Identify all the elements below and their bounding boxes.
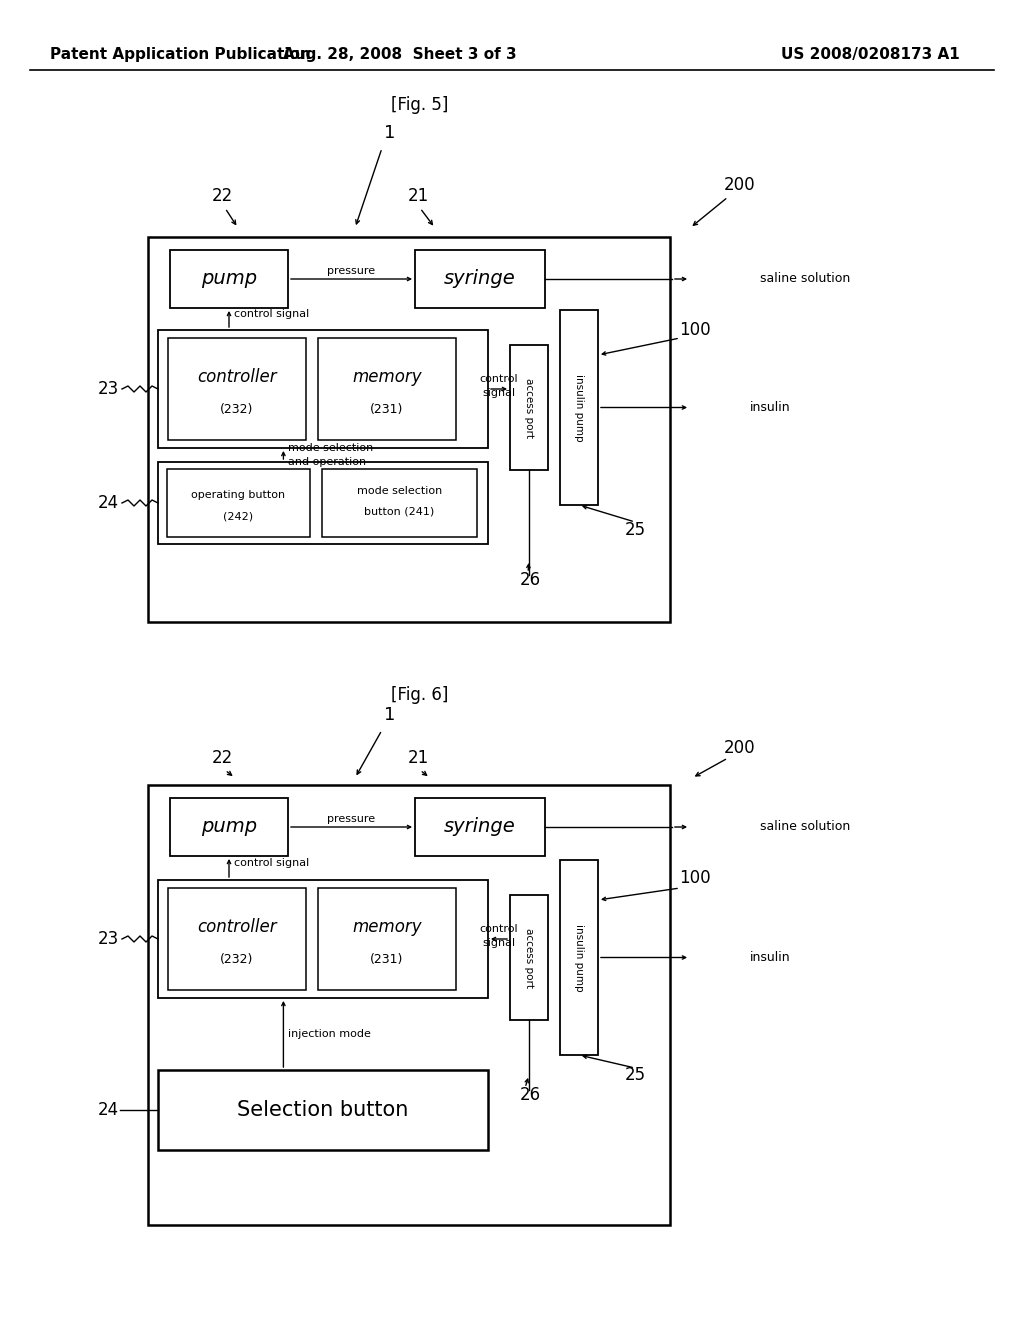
Text: saline solution: saline solution bbox=[760, 821, 850, 833]
Bar bbox=[170, 249, 288, 308]
Text: memory: memory bbox=[352, 368, 422, 385]
Text: 23: 23 bbox=[97, 931, 119, 948]
Text: control signal: control signal bbox=[234, 309, 309, 319]
Text: pump: pump bbox=[201, 269, 257, 289]
Bar bbox=[322, 469, 477, 537]
Text: control: control bbox=[479, 374, 518, 384]
Text: 1: 1 bbox=[384, 124, 395, 143]
Bar bbox=[560, 861, 598, 1055]
Bar bbox=[158, 880, 488, 998]
Text: 22: 22 bbox=[211, 748, 232, 767]
Text: 21: 21 bbox=[408, 187, 429, 205]
Bar bbox=[168, 338, 306, 440]
Text: access port: access port bbox=[524, 928, 534, 987]
Bar bbox=[158, 330, 488, 447]
Text: saline solution: saline solution bbox=[760, 272, 850, 285]
Text: control signal: control signal bbox=[234, 858, 309, 869]
Text: 24: 24 bbox=[97, 1101, 119, 1119]
Text: (231): (231) bbox=[371, 953, 403, 966]
Bar bbox=[170, 799, 288, 855]
Text: operating button: operating button bbox=[191, 490, 286, 500]
Text: insulin pump: insulin pump bbox=[574, 924, 584, 991]
Text: insulin: insulin bbox=[750, 950, 791, 964]
Text: pump: pump bbox=[201, 817, 257, 837]
Text: 25: 25 bbox=[625, 1067, 645, 1084]
Text: control: control bbox=[479, 924, 518, 935]
Text: pressure: pressure bbox=[328, 267, 376, 276]
Text: 26: 26 bbox=[519, 572, 541, 589]
Bar bbox=[158, 1071, 488, 1150]
Text: signal: signal bbox=[482, 388, 515, 399]
Text: 100: 100 bbox=[679, 869, 711, 887]
Text: Patent Application Publication: Patent Application Publication bbox=[50, 48, 310, 62]
Text: access port: access port bbox=[524, 378, 534, 437]
Text: 25: 25 bbox=[625, 521, 645, 539]
Bar bbox=[148, 785, 670, 1225]
Text: mode selection: mode selection bbox=[357, 487, 442, 496]
Text: Aug. 28, 2008  Sheet 3 of 3: Aug. 28, 2008 Sheet 3 of 3 bbox=[284, 48, 517, 62]
Text: [Fig. 5]: [Fig. 5] bbox=[391, 96, 449, 114]
Bar bbox=[148, 238, 670, 622]
Bar bbox=[168, 888, 306, 990]
Text: button (241): button (241) bbox=[365, 506, 434, 516]
Text: syringe: syringe bbox=[444, 269, 516, 289]
Text: mode selection: mode selection bbox=[289, 444, 374, 453]
Bar bbox=[560, 310, 598, 506]
Text: 26: 26 bbox=[519, 1086, 541, 1104]
Text: 100: 100 bbox=[679, 321, 711, 339]
Text: signal: signal bbox=[482, 939, 515, 948]
Text: controller: controller bbox=[198, 368, 276, 385]
Text: insulin pump: insulin pump bbox=[574, 374, 584, 441]
Text: [Fig. 6]: [Fig. 6] bbox=[391, 686, 449, 704]
Text: insulin: insulin bbox=[750, 401, 791, 414]
Text: controller: controller bbox=[198, 917, 276, 936]
Bar bbox=[318, 888, 456, 990]
Bar bbox=[318, 338, 456, 440]
Text: memory: memory bbox=[352, 917, 422, 936]
Text: 22: 22 bbox=[211, 187, 232, 205]
Text: 24: 24 bbox=[97, 494, 119, 512]
Text: (232): (232) bbox=[220, 403, 254, 416]
Text: (232): (232) bbox=[220, 953, 254, 966]
Text: injection mode: injection mode bbox=[289, 1030, 372, 1039]
Text: 200: 200 bbox=[724, 176, 756, 194]
Bar bbox=[510, 345, 548, 470]
Bar bbox=[158, 462, 488, 544]
Text: (242): (242) bbox=[223, 512, 254, 521]
Text: (231): (231) bbox=[371, 403, 403, 416]
Bar bbox=[510, 895, 548, 1020]
Text: 21: 21 bbox=[408, 748, 429, 767]
Text: and operation: and operation bbox=[289, 457, 367, 467]
Bar bbox=[167, 469, 310, 537]
Text: Selection button: Selection button bbox=[238, 1100, 409, 1119]
Bar bbox=[415, 249, 545, 308]
Text: US 2008/0208173 A1: US 2008/0208173 A1 bbox=[780, 48, 959, 62]
Text: 1: 1 bbox=[384, 706, 395, 723]
Text: 200: 200 bbox=[724, 739, 756, 756]
Text: 23: 23 bbox=[97, 380, 119, 399]
Text: pressure: pressure bbox=[328, 814, 376, 824]
Text: syringe: syringe bbox=[444, 817, 516, 837]
Bar bbox=[415, 799, 545, 855]
